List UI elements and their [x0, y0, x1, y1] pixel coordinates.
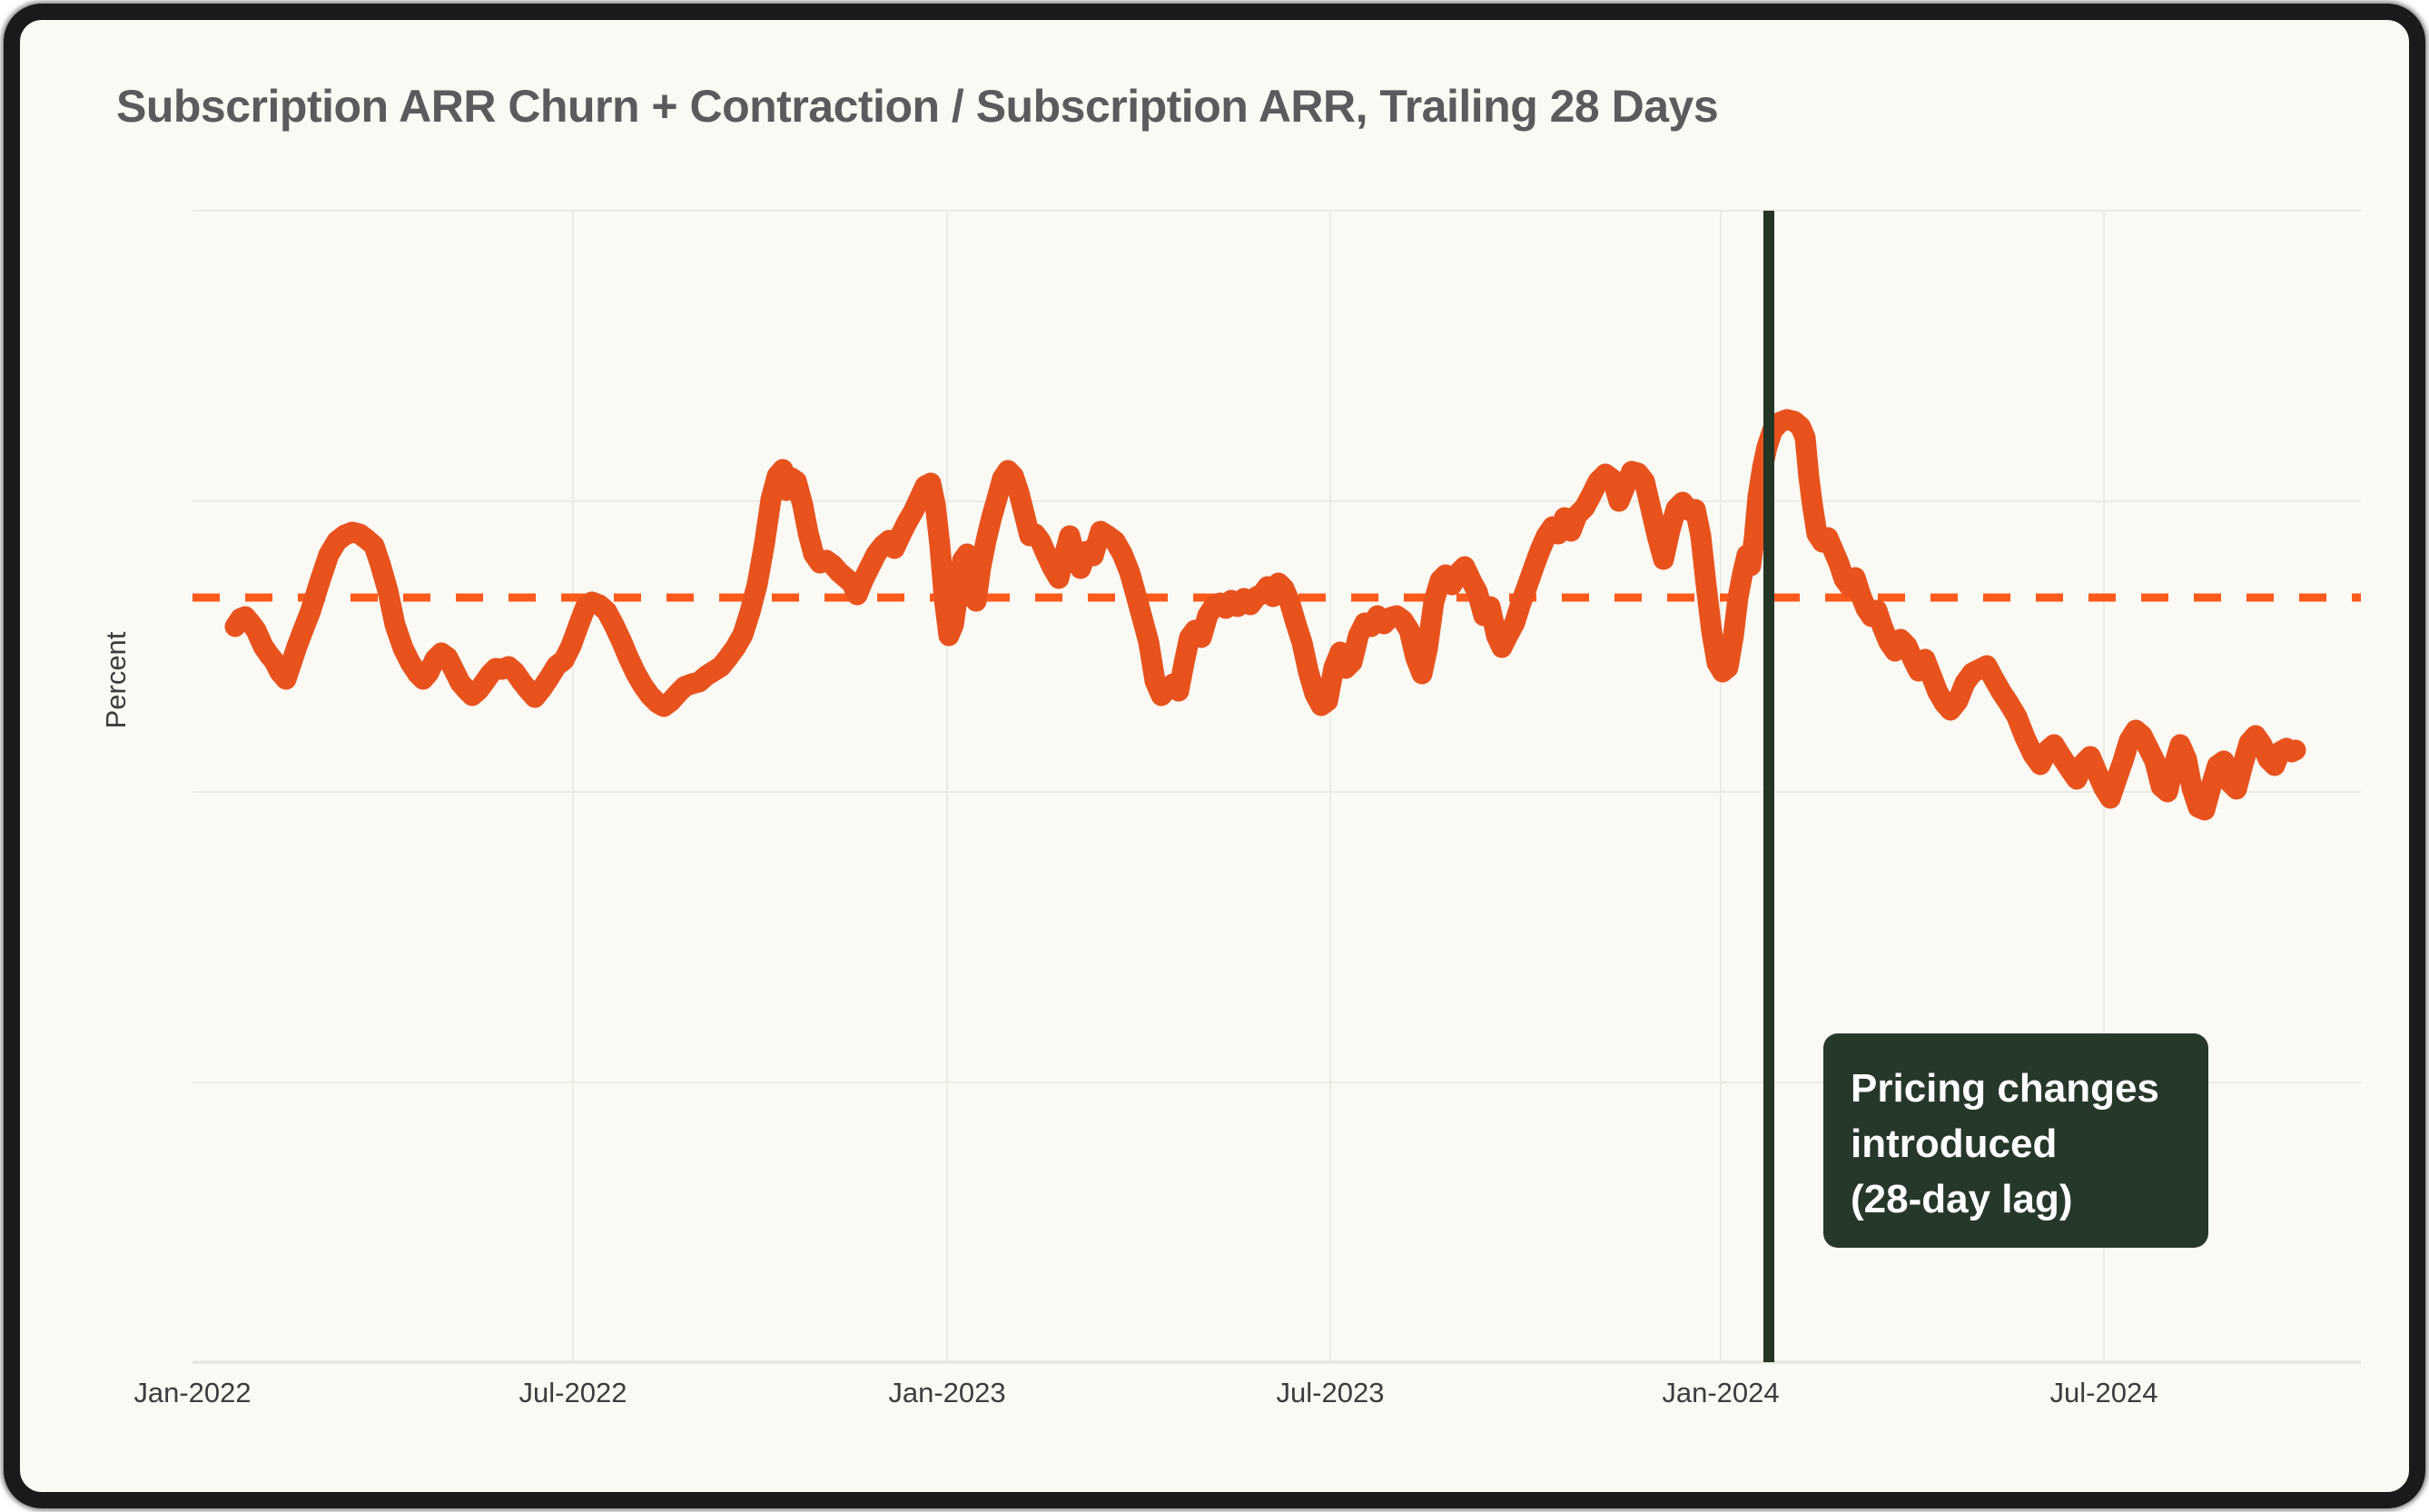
annotation-line: (28-day lag): [1851, 1177, 2073, 1221]
chart-title: Subscription ARR Churn + Contraction / S…: [116, 81, 1719, 132]
annotation-box: Pricing changes introduced (28-day lag): [1823, 1033, 2208, 1248]
series-line: [224, 409, 2306, 821]
chart-card: Subscription ARR Churn + Contraction / S…: [4, 4, 2425, 1508]
annotation-line: introduced: [1851, 1122, 2058, 1166]
annotation-line: Pricing changes: [1851, 1066, 2159, 1111]
